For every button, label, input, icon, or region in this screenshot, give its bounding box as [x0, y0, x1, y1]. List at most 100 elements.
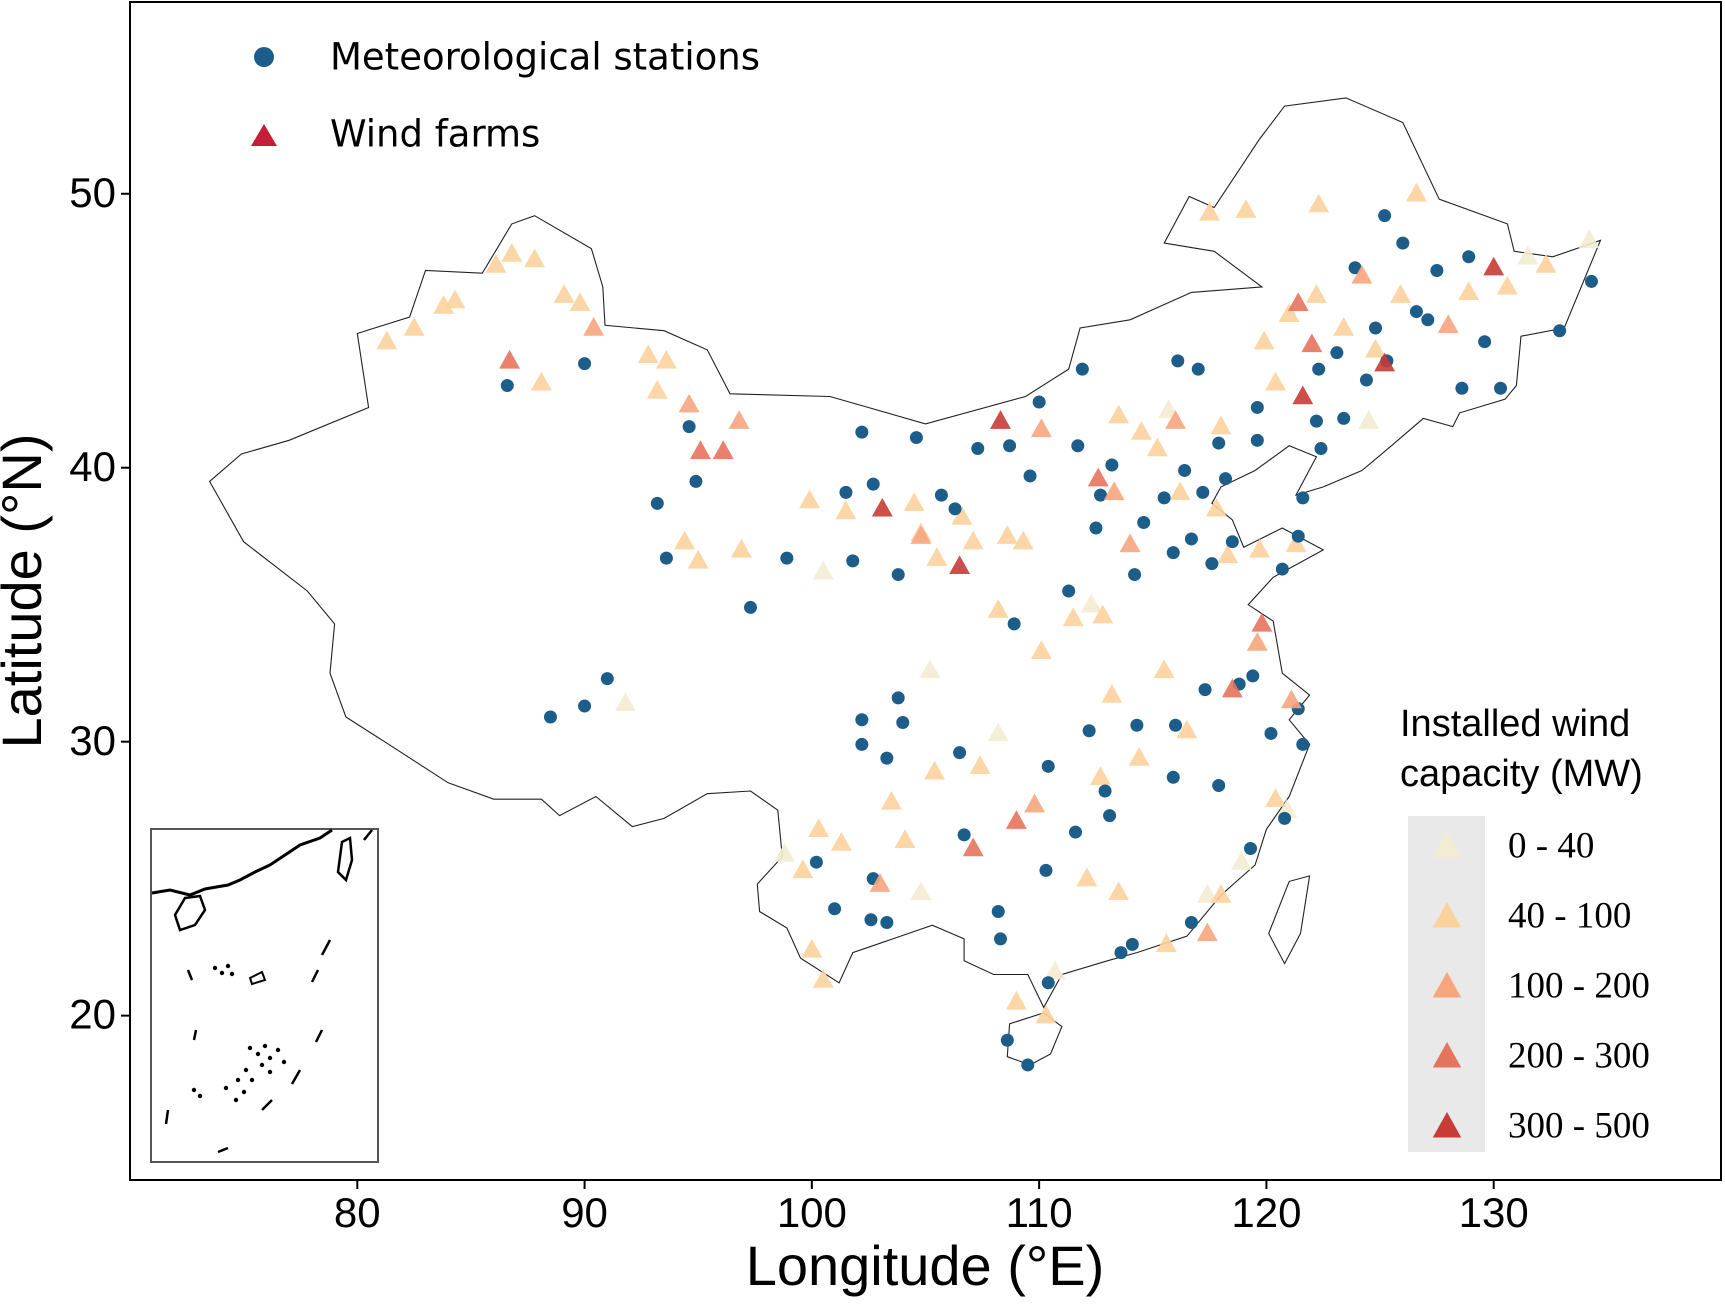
wind-farm — [830, 832, 852, 851]
wind-farm — [835, 500, 857, 520]
station — [971, 442, 985, 456]
wind-farm — [1358, 410, 1380, 429]
station — [1296, 491, 1310, 505]
station — [1250, 400, 1264, 414]
station — [1157, 491, 1171, 505]
station — [1378, 209, 1392, 223]
station — [1212, 779, 1226, 793]
station — [1205, 557, 1219, 571]
y-axis-title: Latitude (°N) — [0, 434, 53, 749]
wind-farm — [615, 692, 636, 712]
wind-farm — [1155, 933, 1177, 953]
legend-capacity-label: 0 - 40 — [1508, 825, 1594, 866]
station — [1125, 937, 1139, 951]
station — [1478, 335, 1492, 349]
station — [1244, 842, 1258, 856]
station — [855, 425, 869, 439]
station — [1178, 463, 1192, 477]
wind-farm — [812, 560, 834, 580]
wind-farm — [1035, 1004, 1057, 1024]
wind-farm — [524, 248, 546, 268]
station — [880, 751, 894, 765]
station — [855, 713, 869, 727]
wind-farm — [962, 530, 984, 550]
wind-farm — [801, 938, 823, 958]
wind-farm — [728, 410, 750, 429]
station — [1062, 584, 1076, 598]
wind-farm — [1287, 292, 1309, 312]
legend-label: Wind farms — [330, 113, 540, 156]
station — [957, 828, 971, 842]
wind-farm — [1230, 851, 1252, 870]
station — [846, 554, 860, 568]
wind-farm — [1217, 544, 1239, 564]
legend-capacity-label: 200 - 300 — [1508, 1035, 1650, 1076]
wind-farm — [553, 284, 575, 303]
station — [1314, 442, 1328, 456]
wind-farm — [674, 530, 696, 550]
wind-farm — [1405, 182, 1427, 202]
wind-farm — [1024, 793, 1046, 813]
wind-farm — [655, 349, 677, 369]
wind-farm — [1199, 201, 1221, 221]
y-tick-label: 40 — [69, 443, 116, 490]
station — [1212, 436, 1226, 450]
wind-farm — [1108, 404, 1130, 424]
station — [1494, 381, 1508, 395]
station — [1296, 737, 1310, 751]
wind-farm — [501, 243, 523, 262]
station — [1421, 313, 1435, 327]
inset-island — [336, 836, 354, 883]
wind-farm — [1101, 684, 1123, 703]
wind-farm — [485, 253, 507, 273]
wind-farm — [1128, 747, 1150, 766]
wind-farm — [910, 881, 932, 901]
station — [1184, 915, 1198, 929]
wind-farm — [1351, 264, 1373, 284]
station — [1023, 469, 1037, 483]
station — [1082, 724, 1096, 738]
station — [1409, 305, 1423, 319]
station — [1309, 414, 1323, 428]
station — [1312, 362, 1326, 376]
station — [1198, 683, 1212, 697]
legend-title: Installed wind — [1400, 703, 1630, 745]
station — [896, 715, 910, 729]
station — [743, 600, 757, 614]
station — [1264, 726, 1278, 740]
wind-farm — [712, 440, 734, 459]
station — [1359, 373, 1373, 387]
station — [880, 915, 894, 929]
wind-farm — [637, 344, 659, 364]
x-tick-label: 110 — [1006, 1189, 1073, 1236]
station — [1041, 976, 1055, 990]
wind-farm — [1012, 530, 1034, 550]
station — [1114, 946, 1128, 960]
wind-farm — [1087, 467, 1109, 487]
wind-farm — [730, 538, 752, 558]
wind-farm — [1535, 253, 1557, 273]
wind-farm — [1251, 612, 1273, 632]
station — [682, 420, 696, 434]
station — [1075, 362, 1089, 376]
station — [1169, 718, 1183, 732]
wind-farm — [924, 760, 946, 780]
station — [864, 913, 878, 927]
station — [1430, 263, 1444, 277]
wind-farm — [1249, 538, 1271, 558]
station — [1455, 381, 1469, 395]
wind-farm — [1103, 481, 1125, 501]
legend-capacity-symbol — [1432, 972, 1462, 998]
wind-farm — [1365, 338, 1386, 358]
legend-capacity-label: 300 - 500 — [1508, 1105, 1650, 1146]
legend-capacity-symbol — [1432, 902, 1462, 928]
legend-capacity-label: 100 - 200 — [1508, 965, 1650, 1006]
inset-island — [248, 970, 267, 986]
wind-farm — [403, 317, 425, 336]
station — [948, 502, 962, 516]
wind-farm — [1169, 481, 1191, 501]
wind-farm — [646, 380, 668, 399]
wind-farm — [1153, 659, 1175, 679]
legend-capacity-symbol — [1432, 1042, 1462, 1068]
wind-farm — [1030, 640, 1052, 659]
